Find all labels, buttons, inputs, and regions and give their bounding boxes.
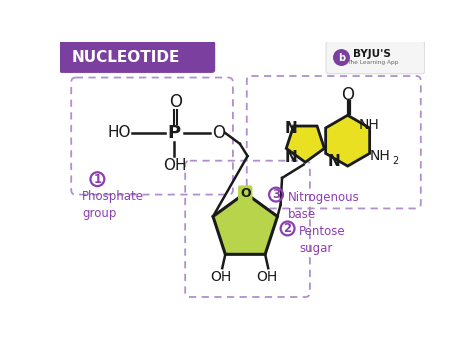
- Text: N: N: [285, 121, 298, 136]
- Text: O: O: [341, 86, 354, 104]
- Text: OH: OH: [256, 270, 277, 284]
- Text: 1: 1: [93, 173, 101, 186]
- Text: OH: OH: [210, 270, 231, 284]
- Circle shape: [333, 49, 350, 66]
- Text: O: O: [169, 93, 182, 111]
- Text: OH: OH: [163, 158, 186, 173]
- Text: 2: 2: [283, 222, 292, 235]
- Polygon shape: [326, 115, 370, 166]
- Text: 2: 2: [392, 156, 399, 166]
- FancyBboxPatch shape: [326, 41, 425, 74]
- Text: P: P: [168, 124, 181, 142]
- Text: b: b: [338, 53, 345, 62]
- Polygon shape: [213, 193, 277, 254]
- Text: NH: NH: [359, 118, 380, 132]
- Text: N: N: [328, 154, 340, 169]
- Text: Nitrogenous
base: Nitrogenous base: [288, 192, 359, 221]
- Text: NUCLEOTIDE: NUCLEOTIDE: [71, 50, 180, 65]
- Text: The Learning App: The Learning App: [346, 60, 398, 65]
- Polygon shape: [286, 126, 324, 162]
- Text: O: O: [240, 187, 251, 200]
- Text: HO: HO: [107, 125, 131, 140]
- Text: Phosphate
group: Phosphate group: [82, 190, 144, 220]
- Text: 3: 3: [272, 188, 280, 201]
- FancyBboxPatch shape: [59, 41, 215, 73]
- Text: BYJU'S: BYJU'S: [353, 49, 391, 59]
- Text: O: O: [212, 124, 225, 142]
- Text: Pentose
sugar: Pentose sugar: [299, 225, 346, 256]
- Text: NH: NH: [370, 149, 391, 163]
- Text: N: N: [285, 150, 298, 165]
